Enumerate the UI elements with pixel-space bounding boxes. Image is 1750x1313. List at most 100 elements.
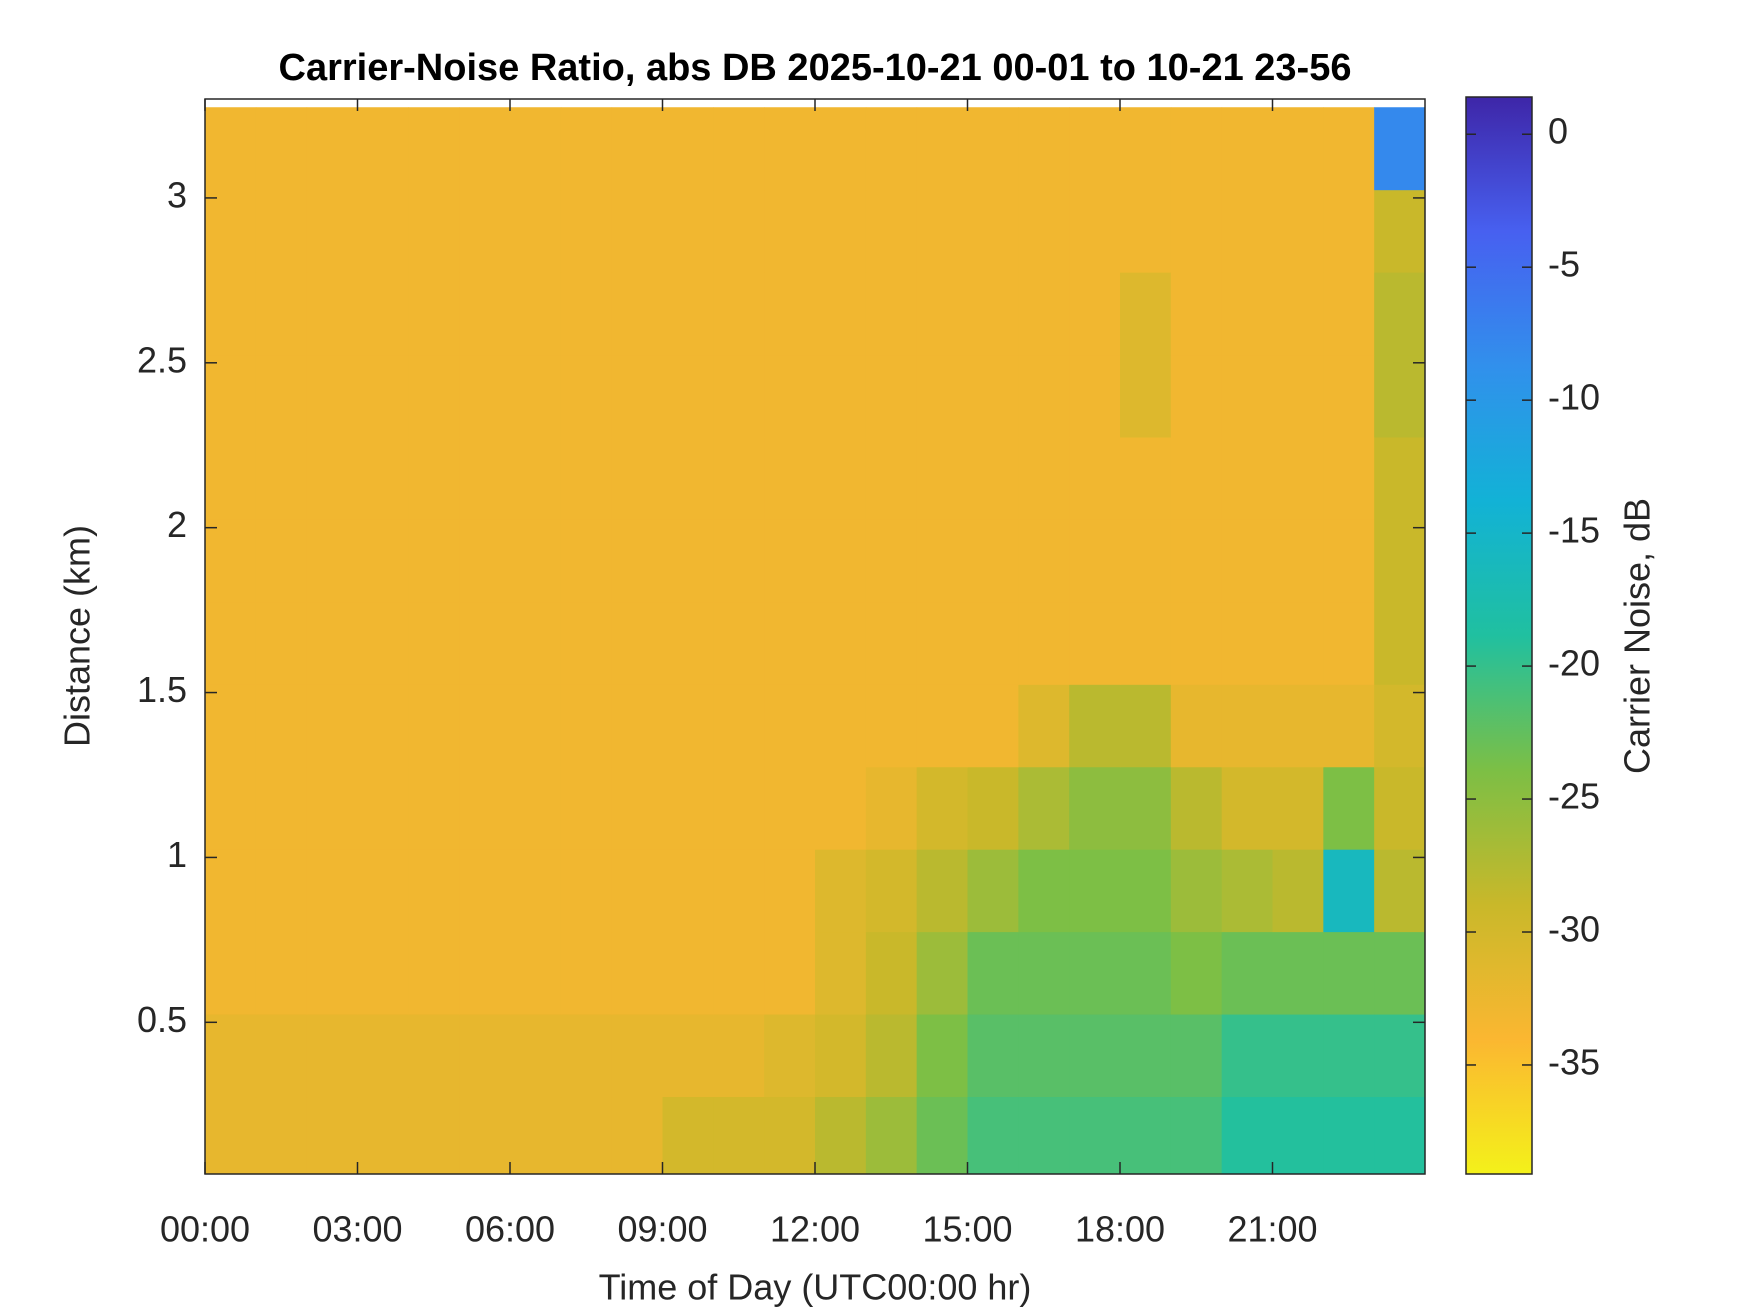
heatmap-cell — [560, 272, 613, 356]
colorbar-tick-label: -25 — [1548, 776, 1600, 817]
heatmap-cell — [1170, 1096, 1223, 1174]
heatmap-cell — [510, 354, 562, 438]
colorbar-tick-label: -5 — [1548, 244, 1580, 285]
heatmap-cell — [1374, 519, 1425, 603]
heatmap-cell — [764, 849, 816, 933]
y-tick-label: 2 — [167, 504, 187, 545]
heatmap-cell — [967, 931, 1019, 1015]
heatmap-cell — [205, 1096, 257, 1174]
heatmap-cell — [662, 601, 714, 685]
heatmap-cell — [255, 436, 308, 520]
heatmap-cell — [815, 1096, 867, 1174]
heatmap-cell — [1221, 1014, 1273, 1098]
x-tick-label: 00:00 — [160, 1209, 250, 1250]
heatmap-cell — [1374, 601, 1425, 685]
x-tick-label: 09:00 — [617, 1209, 707, 1250]
heatmap-cell — [1323, 519, 1375, 603]
heatmap-cell — [865, 684, 918, 768]
heatmap-cell — [510, 931, 562, 1015]
heatmap-cell — [1120, 1014, 1172, 1098]
heatmap-cell — [255, 354, 308, 438]
heatmap-cell — [1323, 107, 1375, 191]
heatmap-cell — [1069, 189, 1121, 273]
heatmap-cell — [1272, 766, 1324, 850]
colorbar-tick-label: -20 — [1548, 643, 1600, 684]
heatmap-cell — [815, 436, 867, 520]
heatmap-cell — [408, 1096, 460, 1174]
heatmap-cell — [713, 189, 765, 273]
heatmap-cell — [408, 519, 460, 603]
heatmap-cell — [916, 601, 968, 685]
heatmap-cell — [865, 519, 918, 603]
heatmap-cell — [1018, 436, 1070, 520]
heatmap-cell — [611, 519, 663, 603]
heatmap-cell — [916, 272, 968, 356]
heatmap-cell — [560, 684, 613, 768]
heatmap-cell — [662, 684, 714, 768]
heatmap-cell — [560, 931, 613, 1015]
heatmap-cell — [713, 272, 765, 356]
x-tick-label: 12:00 — [770, 1209, 860, 1250]
heatmap-cell — [357, 107, 409, 191]
heatmap-cell — [865, 849, 918, 933]
heatmap-cell — [459, 766, 511, 850]
colorbar-tick-label: -15 — [1548, 510, 1600, 551]
heatmap-cell — [1323, 1096, 1375, 1174]
heatmap-cell — [662, 354, 714, 438]
heatmap-cell — [713, 1014, 765, 1098]
heatmap-cell — [1120, 849, 1172, 933]
heatmap-cell — [815, 684, 867, 768]
heatmap-cell — [1221, 519, 1273, 603]
heatmap-cell — [1374, 684, 1425, 768]
heatmap-cell — [255, 107, 308, 191]
colorbar-tick-label: 0 — [1548, 111, 1568, 152]
heatmap-cell — [815, 1014, 867, 1098]
x-tick-label: 15:00 — [922, 1209, 1012, 1250]
heatmap-cell — [1069, 684, 1121, 768]
heatmap-cell — [1069, 766, 1121, 850]
heatmap-cell — [662, 436, 714, 520]
heatmap-cell — [510, 436, 562, 520]
heatmap-cell — [764, 519, 816, 603]
heatmap-cell — [764, 1096, 816, 1174]
colorbar-tick-label: -30 — [1548, 909, 1600, 950]
heatmap-cell — [459, 601, 511, 685]
heatmap-cell — [713, 519, 765, 603]
heatmap-cell — [1069, 272, 1121, 356]
heatmap-cell — [306, 189, 358, 273]
heatmap-cell — [205, 189, 257, 273]
heatmap-cell — [255, 272, 308, 356]
heatmap-cell — [1069, 354, 1121, 438]
heatmap-cell — [1018, 931, 1070, 1015]
heatmap-cell — [459, 107, 511, 191]
heatmap-cell — [459, 1014, 511, 1098]
heatmap-cell — [1374, 272, 1425, 356]
heatmap-cell — [764, 931, 816, 1015]
heatmap-cell — [916, 849, 968, 933]
heatmap-cell — [1018, 272, 1070, 356]
heatmap-cell — [357, 601, 409, 685]
heatmap-cell — [408, 849, 460, 933]
heatmap-cell — [1069, 601, 1121, 685]
heatmap-cell — [306, 519, 358, 603]
heatmap-cell — [865, 107, 918, 191]
heatmap-cell — [255, 849, 308, 933]
heatmap-cell — [611, 601, 663, 685]
heatmap-cell — [1374, 849, 1425, 933]
heatmap-cell — [1221, 436, 1273, 520]
heatmap-cell — [611, 436, 663, 520]
heatmap-cell — [713, 766, 765, 850]
heatmap-cell — [1120, 684, 1172, 768]
heatmap-cell — [1221, 1096, 1273, 1174]
heatmap-cell — [459, 1096, 511, 1174]
heatmap-cell — [865, 272, 918, 356]
heatmap-cell — [764, 189, 816, 273]
heatmap-cell — [1374, 931, 1425, 1015]
heatmap-cell — [255, 519, 308, 603]
heatmap-cell — [1018, 1014, 1070, 1098]
heatmap-cell — [1272, 601, 1324, 685]
heatmap-cell — [459, 354, 511, 438]
heatmap-cell — [306, 1014, 358, 1098]
heatmap-cell — [764, 1014, 816, 1098]
heatmap-cell — [1221, 931, 1273, 1015]
